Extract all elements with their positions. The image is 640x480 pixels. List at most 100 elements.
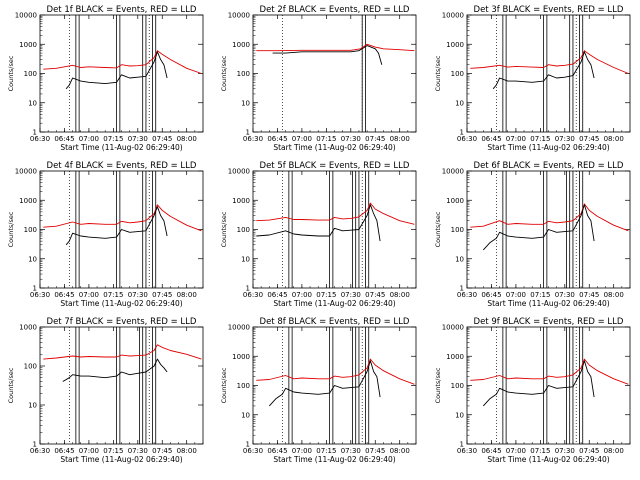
panel-1-y-tick-label: 1000	[19, 41, 37, 49]
panel-6-y-tick-label: 1	[460, 285, 464, 293]
panel-6-x-tick-label: 06:30	[457, 291, 477, 299]
panel-5-y-tick-label: 10000	[228, 168, 250, 176]
panel-6-y-tick-label: 10	[455, 255, 464, 263]
panel-6-y-tick-label: 10000	[442, 168, 464, 176]
panel-7-x-tick-label: 07:00	[79, 447, 99, 455]
panel-7-series-lld	[43, 344, 202, 360]
panel-9-x-tick-label: 07:00	[506, 447, 526, 455]
panel-9-x-tick-label: 07:45	[579, 447, 599, 455]
panel-6-x-tick-label: 07:15	[530, 291, 550, 299]
panel-8-x-tick-label: 06:30	[243, 447, 263, 455]
panel-2-x-tick-label: 07:00	[292, 135, 312, 143]
panel-5-x-tick-label: 07:30	[341, 291, 361, 299]
panel-2-y-tick-label: 1000	[232, 41, 250, 49]
panel-8-y-tick-label: 100	[237, 382, 250, 390]
panel-9: Det 9f BLACK = Events, RED = LLD 06:30 06:…	[434, 317, 631, 464]
panel-7-y-tick-label: 1000	[19, 324, 37, 332]
panel-8-y-tick-label: 10	[241, 411, 250, 419]
panel-7-frame	[39, 326, 204, 445]
panel-4-x-tick-label: 07:15	[103, 291, 123, 299]
panel-9-y-label: Counts/sec	[434, 367, 442, 403]
panel-2-x-tick-label: 08:00	[390, 135, 410, 143]
panel-4-x-tick-label: 07:00	[79, 291, 99, 299]
panel-3-y-tick-label: 1	[460, 129, 464, 137]
panel-4-series-lld	[43, 204, 202, 232]
panel-8-x-tick-label: 07:45	[365, 447, 385, 455]
panel-5-title: Det 5f BLACK = Events, RED = LLD	[260, 161, 410, 171]
panel-3-y-label: Counts/sec	[434, 55, 442, 91]
panel-7-y-tick-label: 100	[24, 363, 37, 371]
panel-1-frame	[39, 14, 204, 133]
panel-8-y-tick-label: 1000	[232, 353, 250, 361]
panel-9-y-tick-label: 100	[451, 382, 464, 390]
panel-9-title: Det 9f BLACK = Events, RED = LLD	[474, 317, 624, 327]
panel-3-series-events	[492, 51, 595, 90]
panel-8-y-label: Counts/sec	[220, 367, 228, 403]
panel-5-x-tick-label: 08:00	[390, 291, 410, 299]
panel-4-y-label: Counts/sec	[7, 211, 15, 247]
panel-7-x-label: Start Time (11-Aug-02 06:29:40)	[60, 455, 182, 464]
panel-4-series-events	[65, 206, 168, 246]
panel-8-x-tick-label: 06:45	[267, 447, 287, 455]
panel-7-title: Det 7f BLACK = Events, RED = LLD	[47, 317, 197, 327]
panel-2-title: Det 2f BLACK = Events, RED = LLD	[260, 5, 410, 15]
panel-5-y-tick-label: 1000	[232, 197, 250, 205]
panel-2-y-tick-label: 10	[241, 99, 250, 107]
panel-4-y-tick-label: 1	[33, 285, 37, 293]
panel-5-y-tick-label: 10	[241, 255, 250, 263]
panel-4-title: Det 4f BLACK = Events, RED = LLD	[47, 161, 197, 171]
panel-7-x-tick-label: 08:00	[177, 447, 197, 455]
panel-1-x-tick-label: 07:30	[128, 135, 148, 143]
panel-1-y-tick-label: 100	[24, 70, 37, 78]
panel-8-y-tick-label: 1	[246, 441, 250, 449]
panel-2-series-lld	[256, 43, 415, 52]
panel-3-y-tick-label: 10000	[442, 12, 464, 20]
panel-3-x-tick-label: 07:15	[530, 135, 550, 143]
panel-5-x-tick-label: 07:00	[292, 291, 312, 299]
panel-2-series-events	[272, 45, 383, 65]
panel-9-y-tick-label: 1	[460, 441, 464, 449]
panel-2-x-tick-label: 07:30	[341, 135, 361, 143]
panel-9-x-label: Start Time (11-Aug-02 06:29:40)	[487, 455, 609, 464]
panel-6-x-label: Start Time (11-Aug-02 06:29:40)	[487, 299, 609, 308]
panel-3-x-tick-label: 07:30	[555, 135, 575, 143]
panel-9-x-tick-label: 08:00	[604, 447, 624, 455]
panel-2-x-tick-label: 06:30	[243, 135, 263, 143]
panel-1-x-tick-label: 07:15	[103, 135, 123, 143]
panel-1-series-events	[65, 51, 168, 90]
panel-7-y-tick-label: 10	[28, 402, 37, 410]
panel-9-x-tick-label: 07:30	[555, 447, 575, 455]
panel-8-y-tick-label: 10000	[228, 324, 250, 332]
panel-3-y-tick-label: 10	[455, 99, 464, 107]
panel-8: Det 8f BLACK = Events, RED = LLD 06:30 06:…	[220, 317, 417, 464]
panel-8-x-tick-label: 08:00	[390, 447, 410, 455]
panel-2-y-tick-label: 100	[237, 70, 250, 78]
panel-4-x-label: Start Time (11-Aug-02 06:29:40)	[60, 299, 182, 308]
panel-5-x-tick-label: 06:45	[267, 291, 287, 299]
panel-1-x-tick-label: 07:00	[79, 135, 99, 143]
panel-1-x-label: Start Time (11-Aug-02 06:29:40)	[60, 143, 182, 152]
panel-3-x-tick-label: 06:30	[457, 135, 477, 143]
panel-5-series-events	[256, 204, 381, 242]
panel-8-x-tick-label: 07:15	[316, 447, 336, 455]
panel-6-y-label: Counts/sec	[434, 211, 442, 247]
panel-7-y-label: Counts/sec	[7, 367, 15, 403]
panel-8-x-tick-label: 07:30	[341, 447, 361, 455]
panel-2-x-tick-label: 07:15	[316, 135, 336, 143]
panel-8-series-events	[268, 360, 381, 407]
panel-6-x-tick-label: 07:30	[555, 291, 575, 299]
panel-9-x-tick-label: 07:15	[530, 447, 550, 455]
panel-4-y-tick-label: 1000	[19, 197, 37, 205]
panel-5-y-tick-label: 1	[246, 285, 250, 293]
panel-2-y-tick-label: 1	[246, 129, 250, 137]
panel-6-x-tick-label: 06:45	[481, 291, 501, 299]
panel-6-x-tick-label: 07:45	[579, 291, 599, 299]
panel-4: Det 4f BLACK = Events, RED = LLD 06:30 06:…	[7, 161, 204, 308]
panel-4-x-tick-label: 07:45	[152, 291, 172, 299]
panel-8-x-label: Start Time (11-Aug-02 06:29:40)	[273, 455, 395, 464]
panel-3-x-label: Start Time (11-Aug-02 06:29:40)	[487, 143, 609, 152]
panel-9-y-tick-label: 1000	[446, 353, 464, 361]
panel-3-y-tick-label: 100	[451, 70, 464, 78]
panel-8-x-tick-label: 07:00	[292, 447, 312, 455]
panel-4-y-tick-label: 100	[24, 226, 37, 234]
